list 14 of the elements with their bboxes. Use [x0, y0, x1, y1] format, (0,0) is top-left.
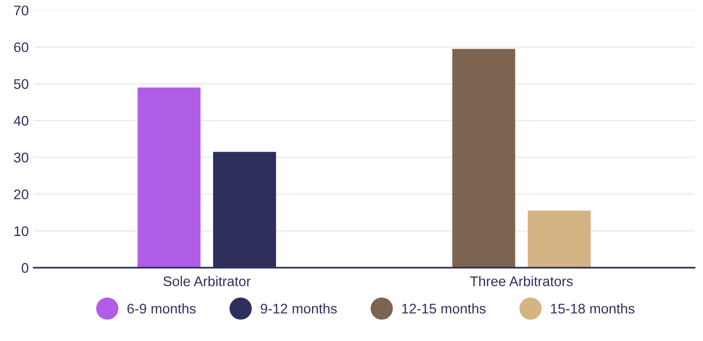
y-tick-label: 40	[14, 116, 28, 126]
legend-label: 12-15 months	[402, 303, 486, 314]
y-tick-label: 30	[14, 152, 28, 163]
y-tick-label: 60	[14, 42, 28, 52]
y-tick-label: 20	[14, 189, 28, 200]
legend-label: 15-18 months	[551, 303, 634, 314]
legend-label: 6-9 months	[127, 303, 196, 314]
y-tick-label: 50	[14, 79, 28, 89]
x-tick-label: Sole Arbitrator	[163, 276, 251, 286]
y-tick-label: 0	[22, 263, 28, 273]
y-tick-label: 10	[14, 226, 28, 236]
x-tick-label: Three Arbitrators	[470, 276, 573, 286]
legend-label: 9-12 months	[260, 303, 337, 314]
y-tick-label: 70	[14, 6, 28, 16]
